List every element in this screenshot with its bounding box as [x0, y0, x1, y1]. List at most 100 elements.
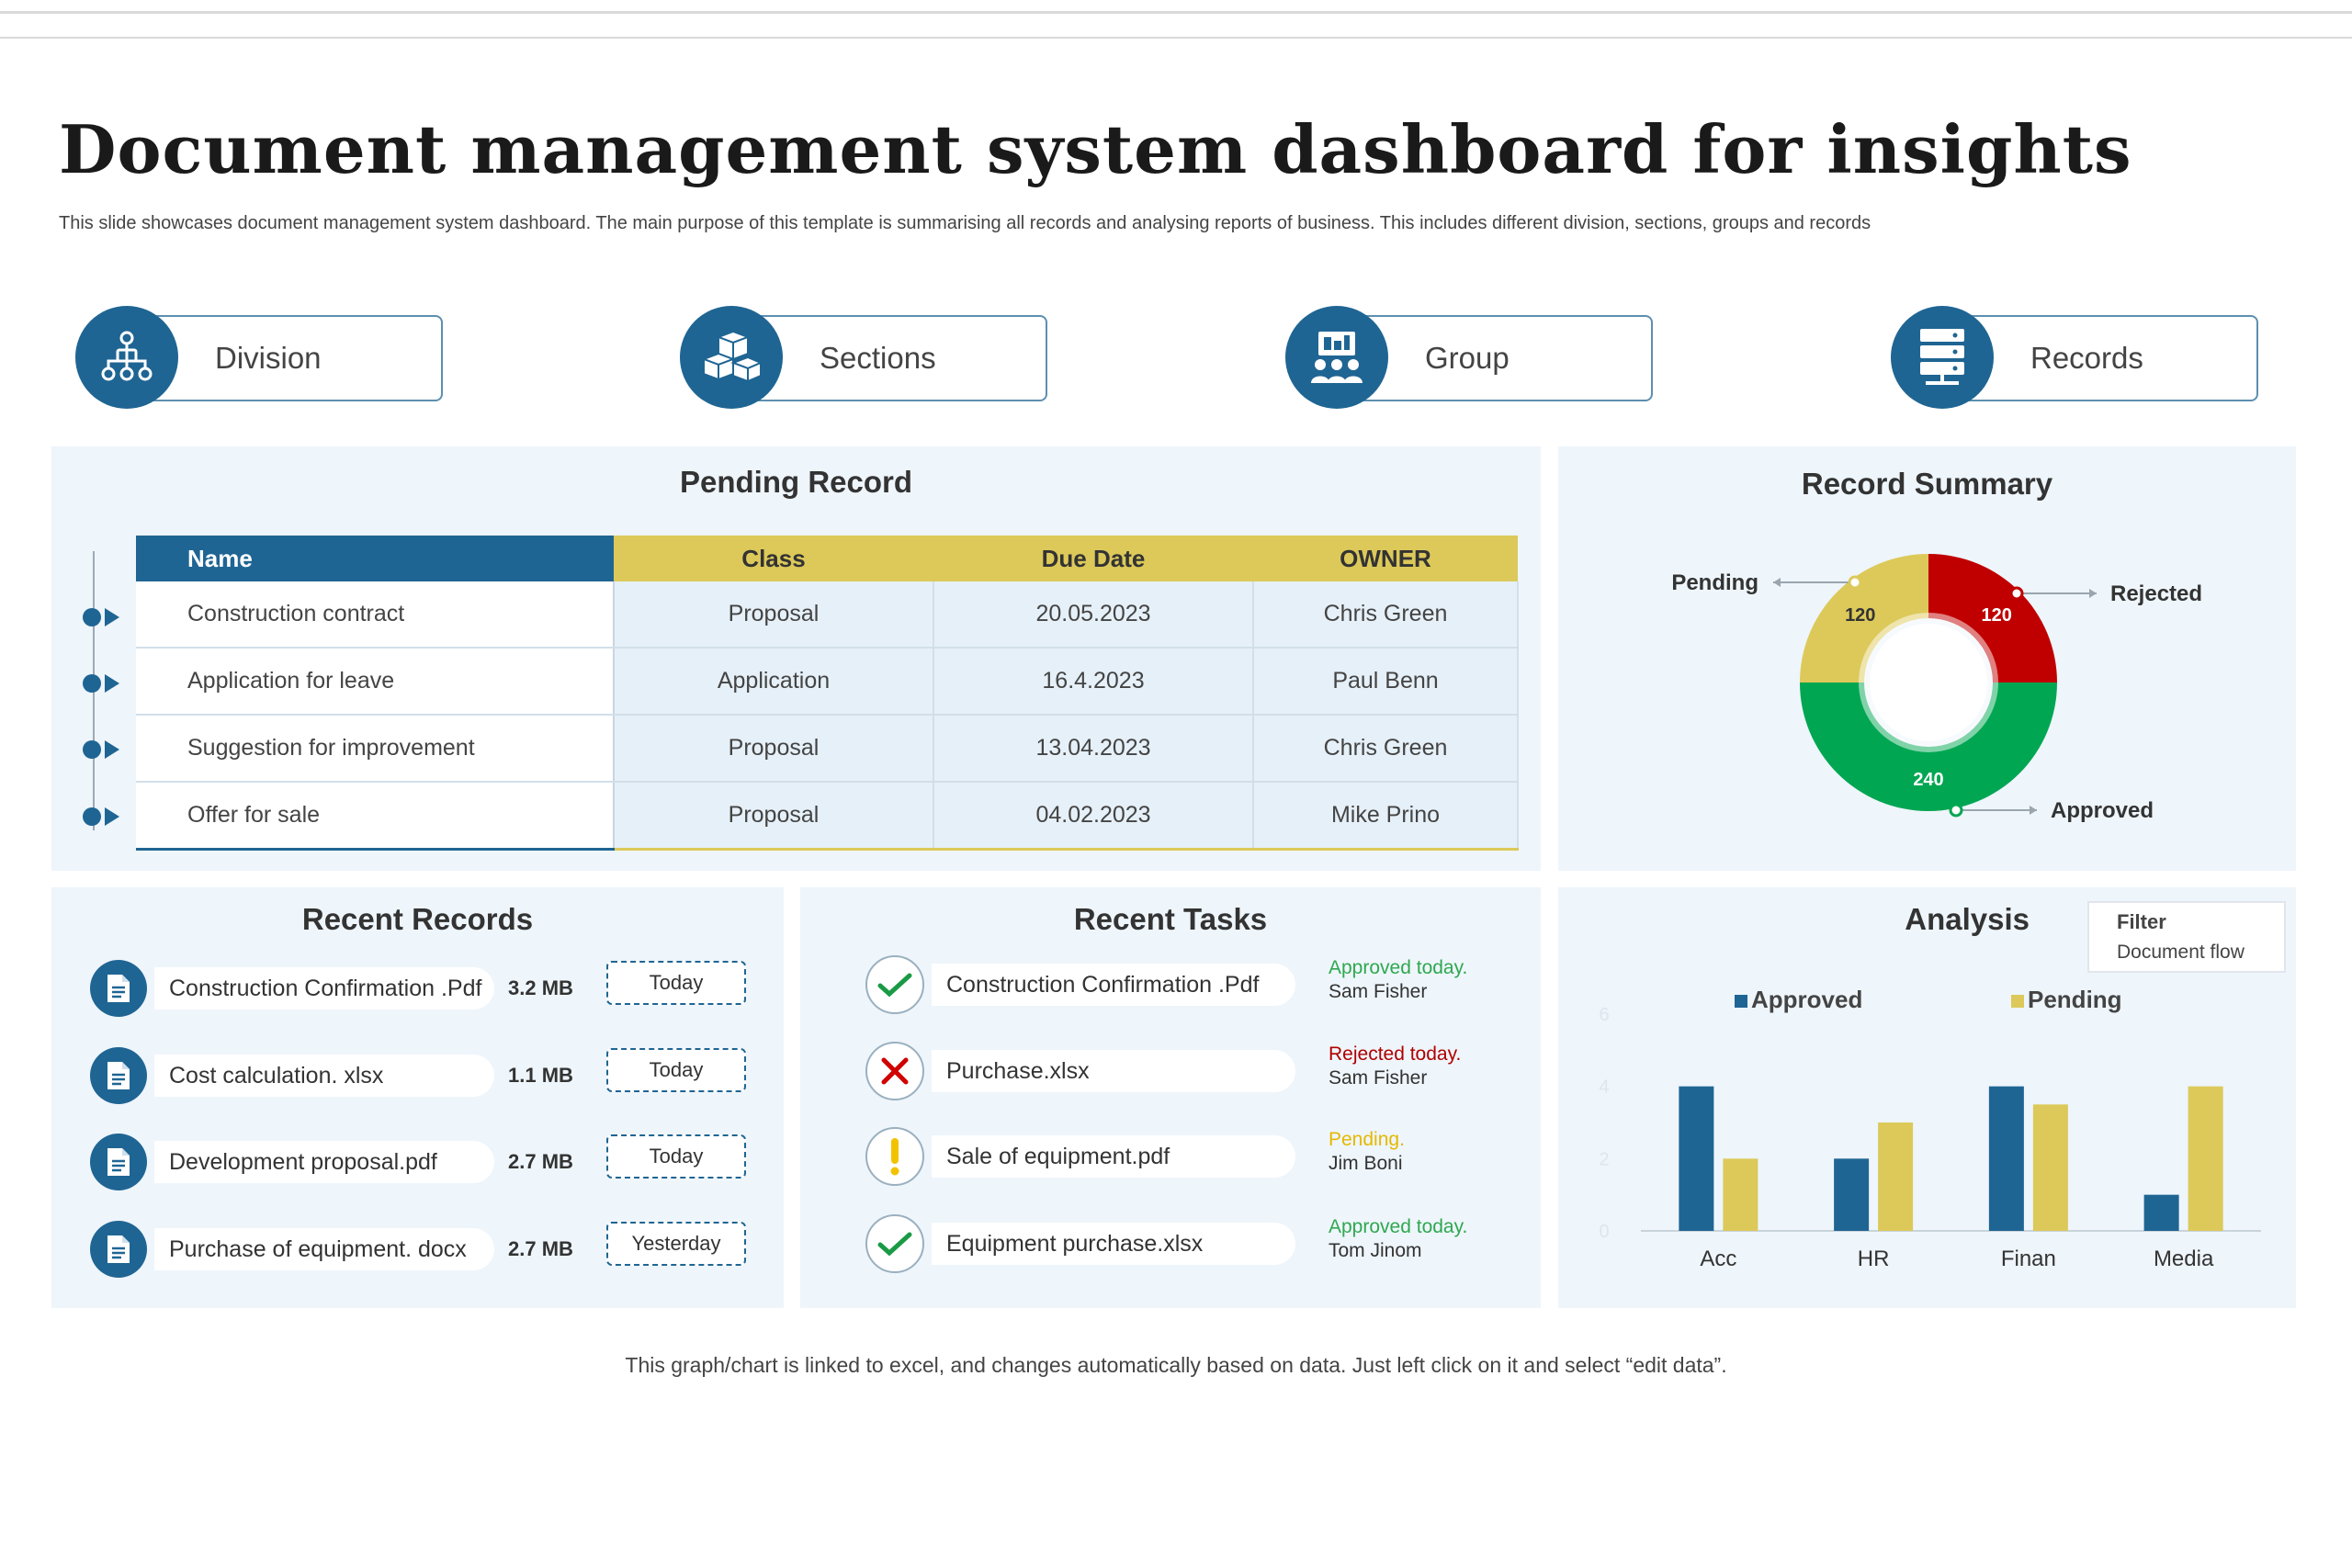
record-size: 1.1 MB	[508, 1064, 573, 1087]
cell-name: Construction contract	[136, 581, 615, 649]
column-header-owner[interactable]: OWNER	[1253, 536, 1518, 581]
category-label: Group	[1425, 341, 1510, 375]
donut-value-label: 240	[1913, 770, 1943, 790]
task-status: Rejected today.	[1329, 1043, 1462, 1065]
category-records[interactable]: Records	[1891, 306, 2260, 409]
donut-slice-pending[interactable]	[1800, 554, 1928, 682]
cell-due-date: 16.4.2023	[933, 648, 1254, 716]
task-status: Approved today.	[1329, 1216, 1468, 1237]
legend-swatch	[2011, 995, 2024, 1008]
page-title: Document management system dashboard for…	[59, 110, 2132, 188]
y-tick-label: 2	[1599, 1149, 1609, 1169]
category-label: Sections	[820, 341, 936, 375]
task-name[interactable]: Construction Confirmation .Pdf	[932, 964, 1295, 1006]
pending-record-table: Name Class Due Date OWNER Construction c…	[136, 536, 1519, 851]
boxes-icon	[680, 306, 783, 409]
bar-approved-acc[interactable]	[1679, 1086, 1714, 1231]
donut-slice-rejected[interactable]	[1928, 554, 2057, 682]
top-border-2	[0, 37, 2352, 39]
cell-due-date: 04.02.2023	[933, 782, 1254, 851]
category-box	[1346, 315, 1653, 401]
bar-pending-acc[interactable]	[1723, 1158, 1758, 1231]
table-row[interactable]: Application for leave Application 16.4.2…	[136, 648, 1519, 716]
task-person: Sam Fisher	[1329, 1067, 1428, 1089]
category-division[interactable]: Division	[75, 306, 445, 409]
row-marker-icon	[83, 740, 119, 759]
cell-due-date: 13.04.2023	[933, 715, 1254, 783]
donut-legend-rejected: Rejected	[2110, 581, 2202, 606]
cell-owner: Mike Prino	[1253, 782, 1519, 851]
page-subtitle: This slide showcases document management…	[59, 213, 1871, 233]
document-icon	[90, 1221, 147, 1278]
bar-approved-hr[interactable]	[1834, 1158, 1870, 1231]
org-chart-icon	[75, 306, 178, 409]
donut-legend-pending: Pending	[1671, 570, 1758, 595]
x-tick-label: HR	[1858, 1247, 1890, 1271]
donut-legend-approved: Approved	[2051, 798, 2154, 823]
filter-value: Document flow	[2117, 942, 2245, 963]
category-box	[136, 315, 443, 401]
check-icon	[865, 1214, 924, 1273]
x-tick-label: Acc	[1700, 1247, 1736, 1271]
task-name[interactable]: Equipment purchase.xlsx	[932, 1223, 1295, 1265]
record-date-badge: Today	[606, 1048, 746, 1092]
category-box	[741, 315, 1047, 401]
filter-box[interactable]: Filter Document flow	[2087, 901, 2286, 973]
cell-name: Offer for sale	[136, 782, 615, 851]
column-header-due-date[interactable]: Due Date	[933, 536, 1253, 581]
bar-approved-media[interactable]	[2143, 1194, 2179, 1231]
server-icon	[1891, 306, 1994, 409]
cell-class: Application	[614, 648, 934, 716]
callout-dot	[1848, 575, 1862, 590]
donut-value-label: 120	[1845, 605, 1875, 626]
row-marker-icon	[83, 807, 119, 826]
column-header-class[interactable]: Class	[614, 536, 933, 581]
category-label: Records	[2030, 341, 2143, 375]
column-header-name[interactable]: Name	[136, 536, 614, 581]
record-summary-donut-chart: 120 120 240 Pending Rejected Approved	[1671, 554, 2202, 823]
document-icon	[90, 1047, 147, 1104]
record-size: 2.7 MB	[508, 1237, 573, 1260]
legend-label-pending: Pending	[2028, 986, 2122, 1013]
record-name[interactable]: Purchase of equipment. docx	[154, 1228, 494, 1270]
task-name[interactable]: Purchase.xlsx	[932, 1050, 1295, 1092]
cell-name: Application for leave	[136, 648, 615, 716]
cross-icon	[865, 1042, 924, 1100]
bar-approved-finan[interactable]	[1988, 1086, 2024, 1231]
document-icon	[90, 1134, 147, 1190]
bar-pending-media[interactable]	[2188, 1086, 2223, 1231]
record-date-badge: Today	[606, 1134, 746, 1179]
record-date-badge: Yesterday	[606, 1222, 746, 1266]
donut-inner-ring	[1859, 613, 1998, 752]
callout-arrow	[1773, 578, 1781, 587]
record-name[interactable]: Construction Confirmation .Pdf	[154, 967, 494, 1010]
record-name[interactable]: Development proposal.pdf	[154, 1141, 494, 1183]
footer-note: This graph/chart is linked to excel, and…	[625, 1353, 1727, 1377]
callout-arrow	[2089, 589, 2097, 598]
task-name[interactable]: Sale of equipment.pdf	[932, 1135, 1295, 1178]
record-size: 3.2 MB	[508, 976, 573, 999]
record-summary-panel: Record Summary 120 120 240 Pending Rejected A…	[1558, 446, 2296, 871]
y-tick-label: 4	[1599, 1077, 1609, 1098]
record-date-badge: Today	[606, 961, 746, 1005]
callout-dot	[2009, 586, 2024, 601]
y-tick-label: 0	[1599, 1222, 1609, 1242]
exclamation-icon	[865, 1127, 924, 1186]
table-row[interactable]: Suggestion for improvement Proposal 13.0…	[136, 715, 1519, 783]
task-status: Approved today.	[1329, 957, 1468, 978]
x-tick-label: Media	[2154, 1247, 2214, 1271]
table-row[interactable]: Construction contract Proposal 20.05.202…	[136, 581, 1519, 649]
callout-arrow	[2030, 806, 2037, 815]
task-person: Tom Jinom	[1329, 1240, 1422, 1261]
analysis-panel: Analysis Filter Document flow 0 2 4 6 Acc HR F…	[1558, 887, 2296, 1308]
cell-due-date: 20.05.2023	[933, 581, 1254, 649]
cell-class: Proposal	[614, 581, 934, 649]
category-group[interactable]: Group	[1285, 306, 1655, 409]
panel-title: Recent Tasks	[1073, 902, 1268, 936]
table-row[interactable]: Offer for sale Proposal 04.02.2023 Mike …	[136, 782, 1519, 851]
legend-label-approved: Approved	[1751, 986, 1862, 1013]
category-sections[interactable]: Sections	[680, 306, 1049, 409]
bar-pending-hr[interactable]	[1878, 1122, 1914, 1231]
bar-pending-finan[interactable]	[2032, 1104, 2068, 1231]
record-name[interactable]: Cost calculation. xlsx	[154, 1055, 494, 1097]
